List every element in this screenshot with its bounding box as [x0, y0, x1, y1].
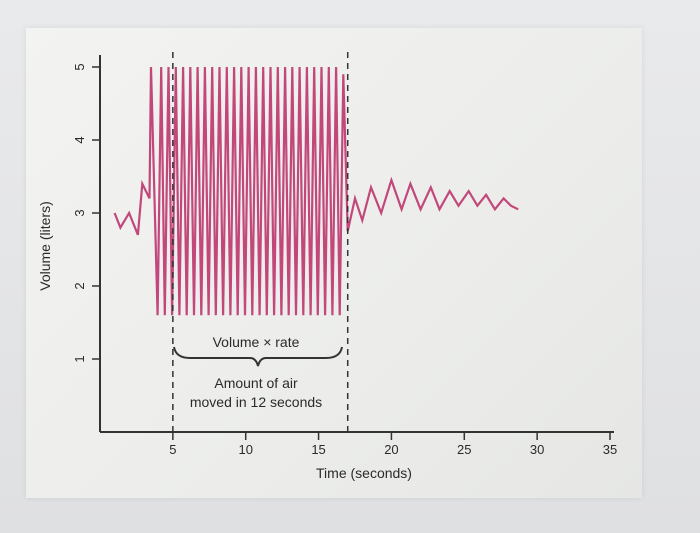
annotation-volume-rate: Volume × rate [213, 334, 300, 350]
volume-trace-group [113, 66, 519, 316]
y-tick-label: 2 [72, 282, 87, 289]
x-tick-label: 35 [603, 442, 617, 457]
x-axis-label: Time (seconds) [316, 465, 412, 481]
x-tick-label: 25 [457, 442, 471, 457]
x-tick-label: 15 [311, 442, 325, 457]
x-tick-label: 30 [530, 442, 544, 457]
axes-group [99, 55, 614, 433]
y-tick-label: 5 [72, 63, 87, 70]
y-tick-label: 4 [72, 136, 87, 143]
x-tick-label: 5 [169, 442, 176, 457]
y-axis-label: Volume (liters) [37, 201, 53, 290]
x-tick-label: 10 [238, 442, 252, 457]
ticks-group: 5 10 15 20 25 30 35 1 2 3 4 5 [72, 63, 617, 457]
y-tick-label: 1 [72, 355, 87, 362]
annotation-brace [173, 346, 343, 367]
annotation-amount-line1: Amount of air [214, 375, 298, 391]
x-tick-label: 20 [384, 442, 398, 457]
annotation-amount-line2: moved in 12 seconds [190, 394, 322, 410]
y-tick-label: 3 [72, 209, 87, 216]
volume-trace-line [113, 66, 519, 316]
dashed-markers-group [172, 52, 349, 432]
